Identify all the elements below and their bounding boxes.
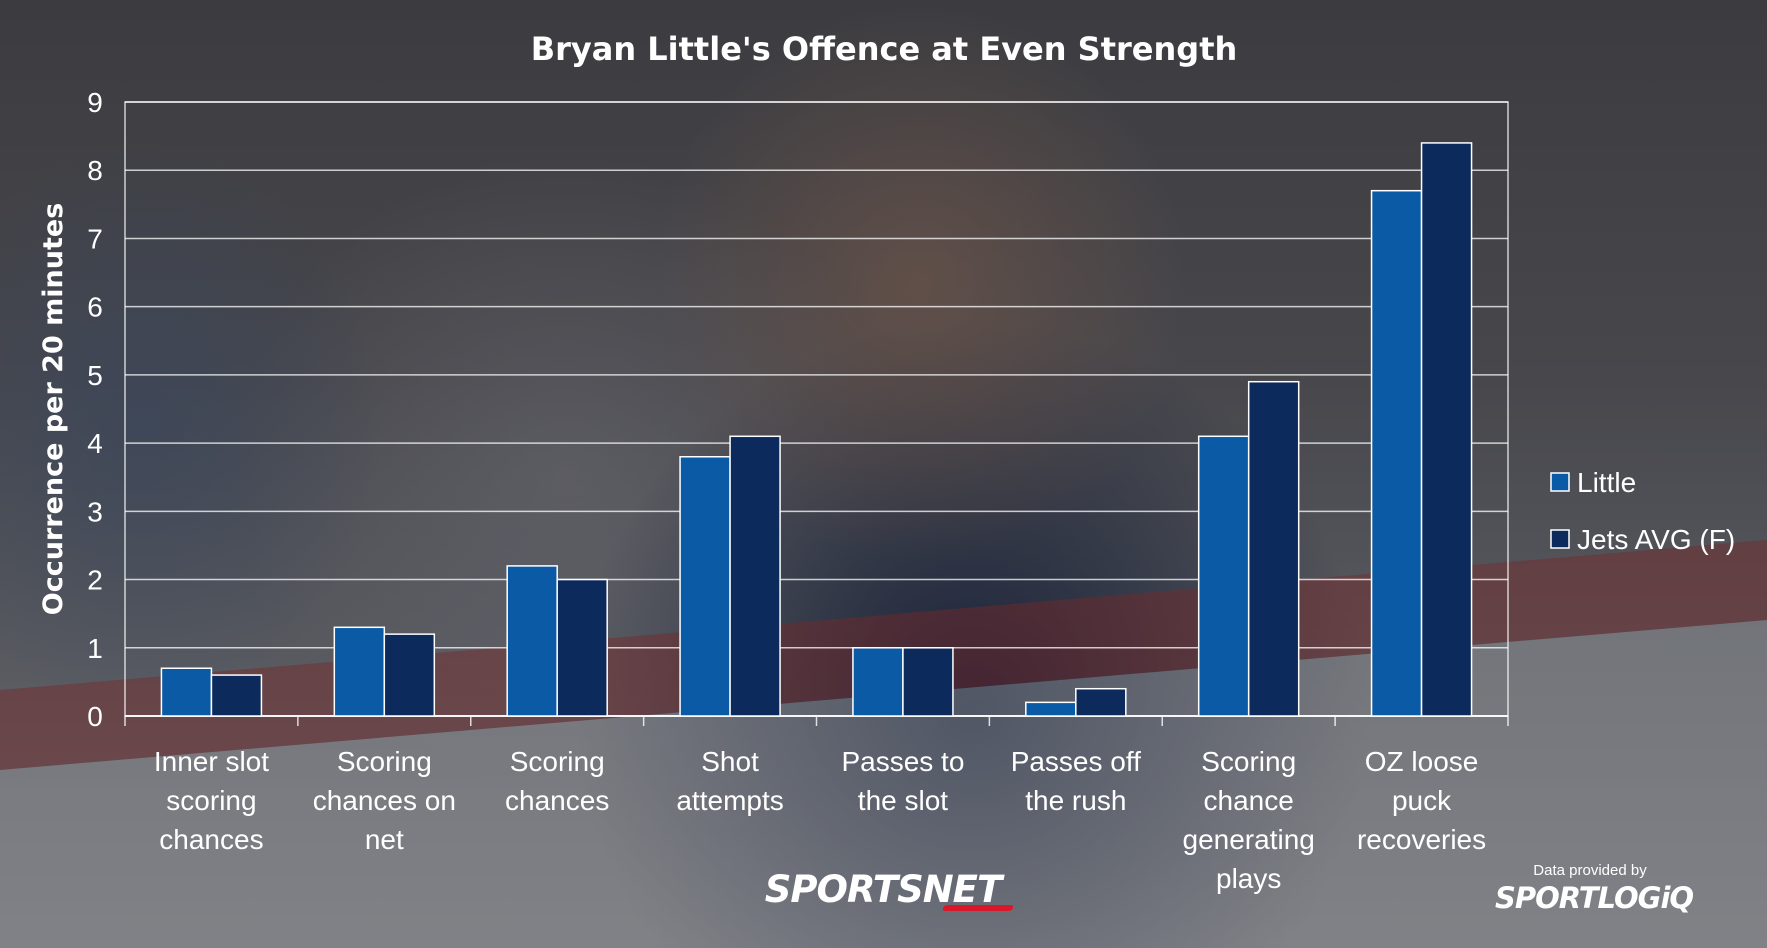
bars bbox=[160, 142, 1473, 717]
bar-little bbox=[852, 647, 904, 717]
legend-label: Little bbox=[1577, 467, 1636, 498]
y-axis-label: Occurrence per 20 minutes bbox=[38, 203, 69, 616]
x-tick-label: OZ loose puck recoveries bbox=[1357, 746, 1486, 855]
bar-jets-avg bbox=[1420, 142, 1473, 717]
x-tick-label: Shot attempts bbox=[676, 746, 783, 816]
bar-little bbox=[679, 456, 731, 717]
legend: Little Jets AVG (F) bbox=[1550, 467, 1735, 555]
y-tick-label: 8 bbox=[87, 155, 103, 186]
y-tick-label: 7 bbox=[87, 223, 103, 254]
x-tick-label: Passes off the rush bbox=[1011, 746, 1141, 816]
x-tick-labels: Inner slot scoring chances Scoring chances o… bbox=[124, 716, 1509, 894]
y-tick-labels: 0 1 2 3 4 5 6 7 8 9 bbox=[87, 87, 103, 732]
y-tick-label: 3 bbox=[87, 496, 103, 527]
bar-little bbox=[160, 667, 213, 717]
bar-jets-avg bbox=[1075, 687, 1127, 717]
legend-swatch bbox=[1550, 472, 1570, 492]
x-tick-label: Scoring chances on net bbox=[313, 746, 456, 855]
sportsnet-logo-text: SPORTSNET bbox=[764, 868, 1002, 911]
sportlogiq-logo: SPORTLOGiQ bbox=[1494, 881, 1694, 915]
bar-jets-avg bbox=[902, 647, 954, 717]
legend-swatch bbox=[1550, 529, 1570, 549]
bar-jets-avg bbox=[1247, 380, 1300, 717]
bar-jets-avg bbox=[210, 674, 263, 717]
y-tick-label: 5 bbox=[87, 360, 103, 391]
legend-label: Jets AVG (F) bbox=[1577, 524, 1735, 555]
sportsnet-swoosh-icon bbox=[941, 905, 1015, 911]
bar-jets-avg bbox=[556, 578, 608, 717]
bar-little bbox=[506, 565, 558, 717]
x-tick-label: Scoring chance generating plays bbox=[1183, 746, 1315, 894]
gridlines bbox=[124, 101, 1509, 717]
y-tick-label: 9 bbox=[87, 87, 103, 118]
x-tick-label: Scoring chances bbox=[505, 746, 609, 816]
y-tick-label: 4 bbox=[87, 428, 103, 459]
sportsnet-logo: SPORTSNET bbox=[733, 867, 1033, 913]
bar-jets-avg bbox=[383, 633, 436, 717]
chart-title: Bryan Little's Offence at Even Strength bbox=[531, 30, 1238, 68]
bar-little bbox=[1197, 435, 1250, 717]
bar-little bbox=[333, 626, 386, 717]
y-tick-label: 2 bbox=[87, 565, 103, 596]
plot-frame bbox=[124, 101, 1509, 717]
bar-jets-avg bbox=[729, 435, 781, 717]
y-tick-label: 6 bbox=[87, 292, 103, 323]
bar-little bbox=[1370, 189, 1423, 717]
data-credit-line: Data provided by bbox=[1533, 862, 1647, 879]
x-tick-label: Inner slot scoring chances bbox=[154, 746, 269, 855]
bar-little bbox=[1025, 701, 1077, 717]
x-tick-label: Passes to the slot bbox=[841, 746, 964, 816]
y-tick-label: 1 bbox=[87, 633, 103, 664]
y-tick-label: 0 bbox=[87, 701, 103, 732]
